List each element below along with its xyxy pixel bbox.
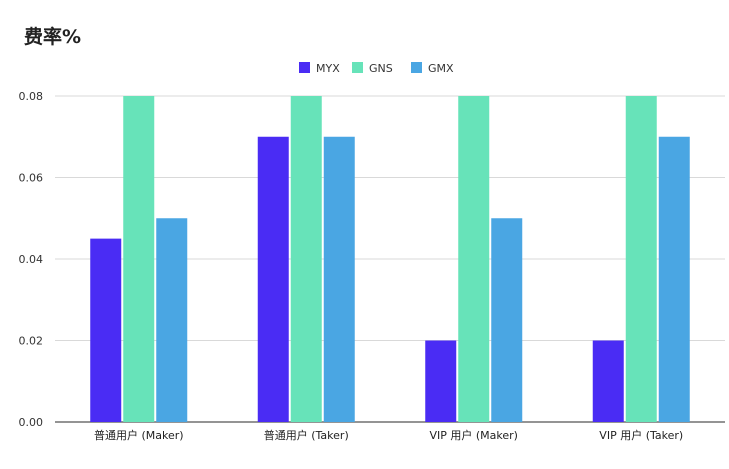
- bar-gmx-2: [491, 218, 523, 422]
- legend-label-gns: GNS: [369, 62, 393, 75]
- bars: [90, 96, 690, 422]
- legend-swatch-gmx: [411, 62, 422, 73]
- x-tick-label: 普通用户 (Maker): [94, 428, 184, 442]
- x-tick-label: VIP 用户 (Maker): [430, 428, 518, 442]
- bar-myx-2: [425, 340, 457, 422]
- bar-myx-0: [90, 238, 122, 422]
- bar-myx-3: [592, 340, 624, 422]
- x-axis: 普通用户 (Maker) 普通用户 (Taker) VIP 用户 (Maker) VI…: [94, 428, 683, 442]
- bar-gns-0: [123, 96, 155, 422]
- y-tick-label: 0.08: [19, 90, 44, 103]
- x-tick-label: VIP 用户 (Taker): [599, 428, 683, 442]
- chart-title: 费率%: [24, 26, 82, 48]
- bar-gns-3: [625, 96, 657, 422]
- bar-gns-1: [290, 96, 322, 422]
- gridlines: [55, 95, 725, 423]
- legend: MYX GNS GMX: [299, 62, 454, 75]
- legend-label-gmx: GMX: [428, 62, 454, 75]
- bar-gmx-1: [323, 136, 355, 422]
- legend-swatch-gns: [352, 62, 363, 73]
- y-tick-label: 0.02: [19, 335, 44, 348]
- bar-gmx-0: [156, 218, 188, 422]
- legend-label-myx: MYX: [316, 62, 340, 75]
- x-tick-label: 普通用户 (Taker): [264, 428, 349, 442]
- bar-myx-1: [257, 136, 289, 422]
- y-tick-label: 0.06: [19, 172, 44, 185]
- y-tick-label: 0.00: [19, 416, 44, 429]
- y-tick-label: 0.04: [19, 253, 44, 266]
- legend-swatch-myx: [299, 62, 310, 73]
- y-axis: 0.00 0.02 0.04 0.06 0.08: [19, 90, 44, 429]
- bar-gmx-3: [658, 136, 690, 422]
- bar-gns-2: [458, 96, 490, 422]
